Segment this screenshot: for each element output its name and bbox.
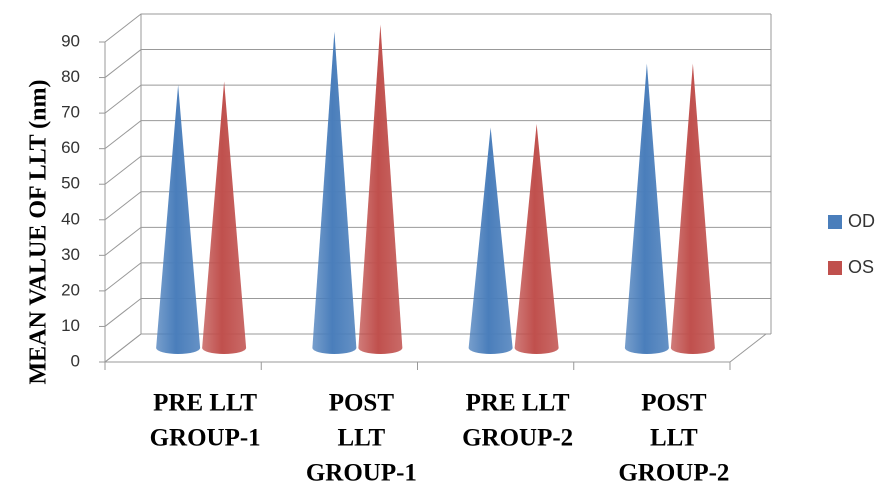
x-tick-label: GROUP-2 xyxy=(462,425,573,452)
cone xyxy=(202,81,247,354)
cone xyxy=(514,124,559,354)
grid-line xyxy=(104,226,771,256)
x-tick-label: GROUP-1 xyxy=(306,460,417,487)
x-tick-label: GROUP-2 xyxy=(618,460,729,487)
cone xyxy=(468,127,513,354)
x-tick-label: POST xyxy=(641,390,707,417)
legend-label: OD xyxy=(848,211,875,231)
grid-line xyxy=(104,49,771,78)
y-tick-label: 0 xyxy=(71,351,80,370)
y-tick-label: 90 xyxy=(61,31,80,50)
y-tick-label: 80 xyxy=(61,67,80,86)
y-tick-label: 50 xyxy=(61,174,80,193)
x-tick-label: GROUP-1 xyxy=(150,425,261,452)
grid-line xyxy=(104,13,771,43)
y-tick-label: 40 xyxy=(61,209,80,228)
y-tick-label: 20 xyxy=(61,280,80,299)
grid-line xyxy=(104,155,771,185)
x-tick-label: PRE LLT xyxy=(153,390,257,417)
y-axis-label: MEAN VALUE OF LLT (nm) xyxy=(26,80,52,385)
grid-line xyxy=(104,191,771,221)
x-tick-label: LLT xyxy=(650,425,698,452)
legend-label: OS xyxy=(848,257,874,277)
y-tick-label: 30 xyxy=(61,245,80,264)
cone xyxy=(670,63,715,355)
grid-line xyxy=(104,120,771,150)
legend-swatch xyxy=(828,215,842,229)
x-tick-label: PRE LLT xyxy=(466,390,570,417)
x-tick-label: POST xyxy=(329,390,395,417)
cone xyxy=(624,63,669,355)
x-tick-label: LLT xyxy=(338,425,386,452)
grid-line xyxy=(104,84,771,114)
cone xyxy=(358,24,403,354)
legend-swatch xyxy=(828,261,842,275)
y-tick-label: 70 xyxy=(61,103,80,122)
cone xyxy=(312,31,357,355)
grid-line xyxy=(104,262,771,292)
y-tick-label: 10 xyxy=(61,316,80,335)
y-tick-label: 60 xyxy=(61,138,80,157)
cone xyxy=(156,84,201,354)
